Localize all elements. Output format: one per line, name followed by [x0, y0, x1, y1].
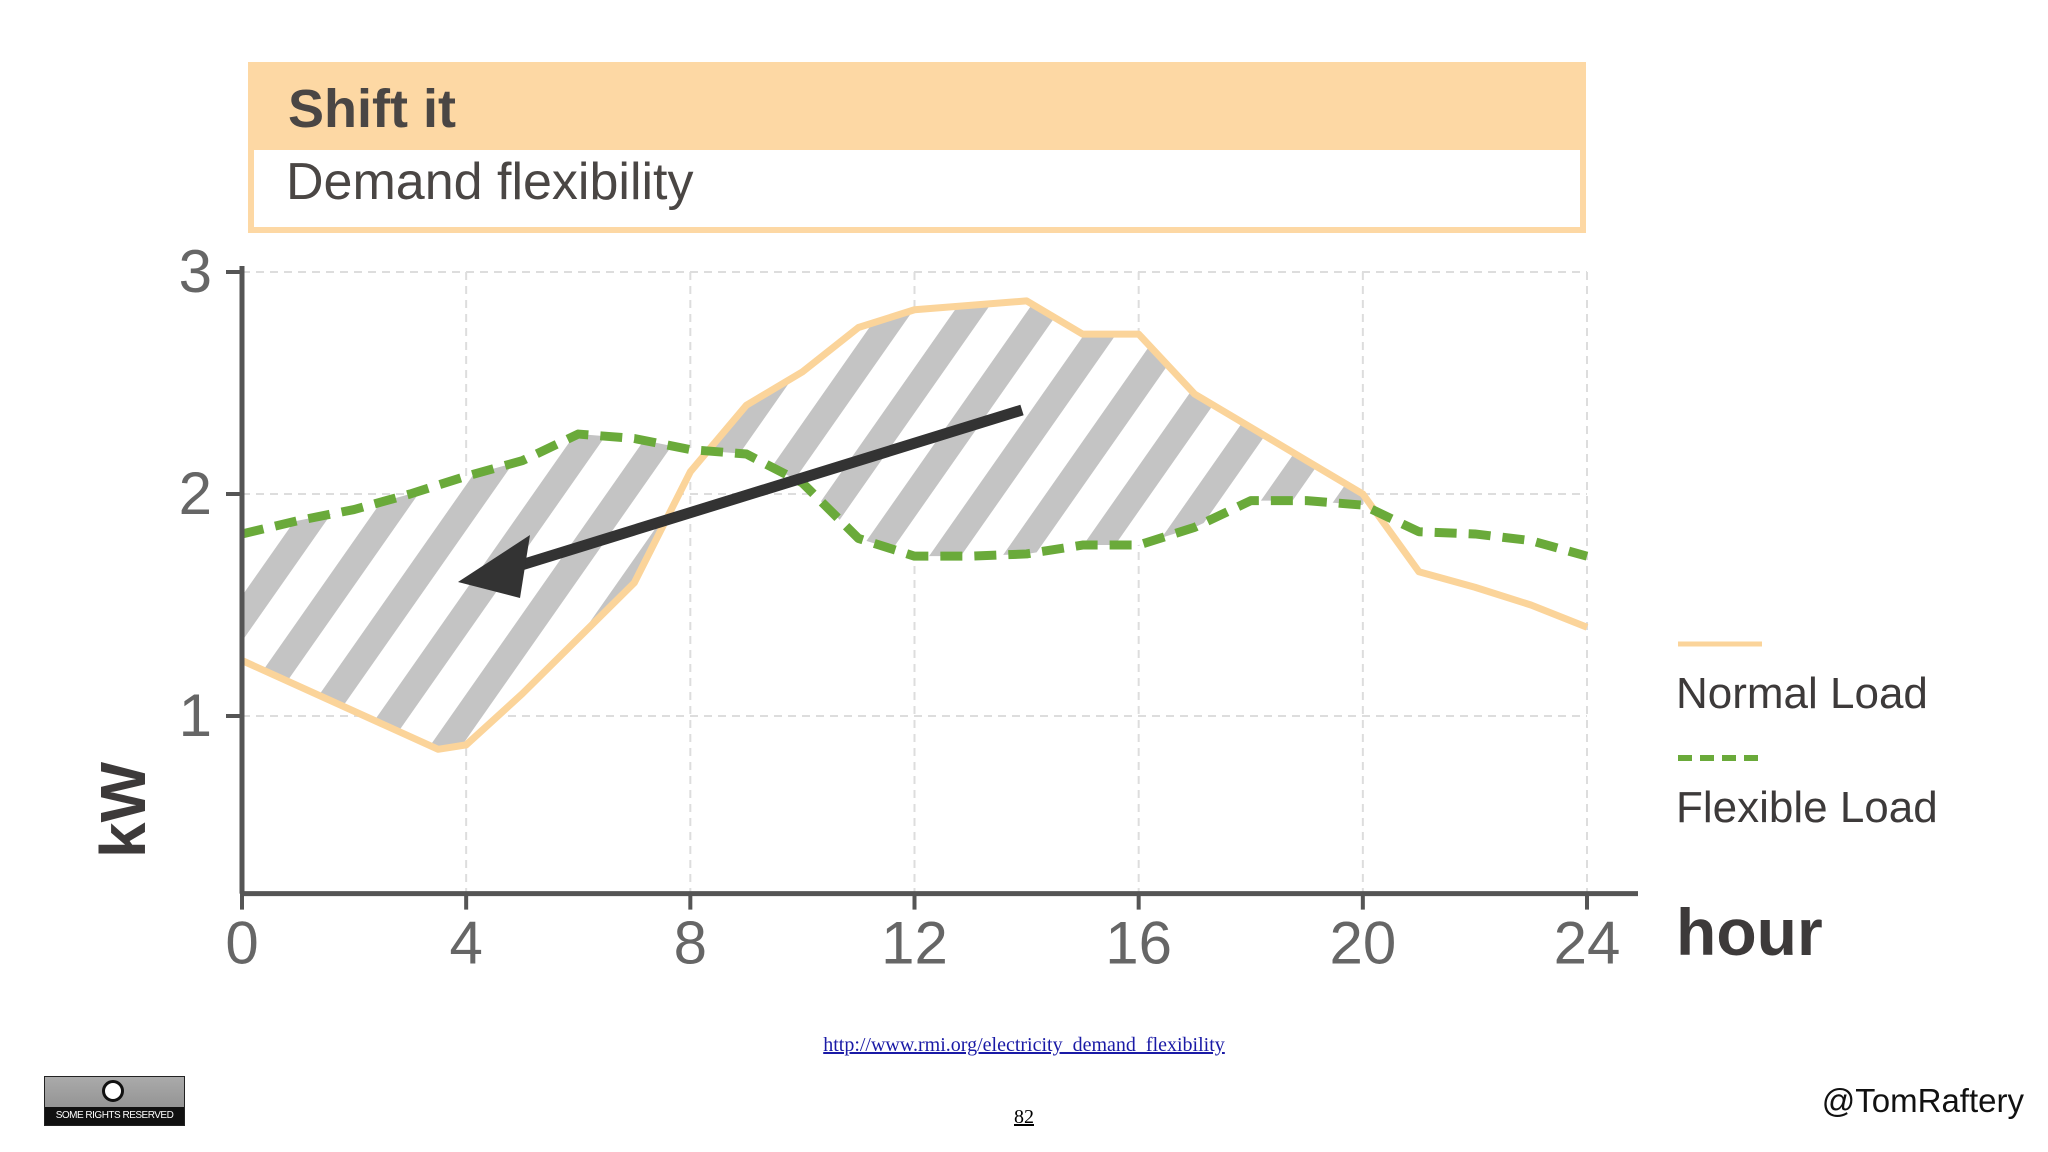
author-handle: @TomRaftery: [1821, 1082, 2024, 1119]
y-tick-label: 3: [179, 238, 212, 305]
shift-arrow: [458, 404, 1024, 598]
x-tick-label: 12: [881, 910, 948, 977]
x-tick-label: 20: [1329, 910, 1396, 977]
source-link[interactable]: http://www.rmi.org/electricity_demand_fl…: [823, 1034, 1225, 1056]
chart-header: Shift it Demand flexibility: [248, 62, 1586, 233]
y-tick-label: 2: [179, 460, 212, 527]
normal-load-line: [240, 297, 1589, 753]
cc-text: SOME RIGHTS RESERVED: [45, 1107, 184, 1125]
flexible-load-line: [240, 429, 1589, 561]
y-axis-label: kW: [87, 761, 159, 858]
x-axis-label: hour: [1676, 895, 1823, 969]
cc-badge[interactable]: SOME RIGHTS RESERVED: [44, 1076, 185, 1126]
legend-flexible-label: Flexible Load: [1676, 783, 1938, 832]
page-number: 82: [1014, 1106, 1034, 1128]
x-tick-label: 0: [225, 910, 258, 977]
x-tick-label: 24: [1554, 910, 1621, 977]
legend: Normal Load Flexible Load: [1676, 641, 1938, 832]
x-tick-label: 8: [674, 910, 707, 977]
chart-title: Shift it: [288, 79, 456, 139]
legend-normal-label: Normal Load: [1676, 669, 1928, 718]
source-link-wrap: http://www.rmi.org/electricity_demand_fl…: [0, 1034, 2048, 1057]
y-tick-label: 1: [179, 682, 212, 749]
chart-subtitle: Demand flexibility: [286, 153, 694, 211]
shifted-load-area: [242, 300, 1363, 750]
cc-icon: [102, 1080, 124, 1102]
x-tick-label: 4: [449, 910, 482, 977]
subtitle-box: [254, 150, 1580, 227]
x-tick-label: 16: [1105, 910, 1172, 977]
